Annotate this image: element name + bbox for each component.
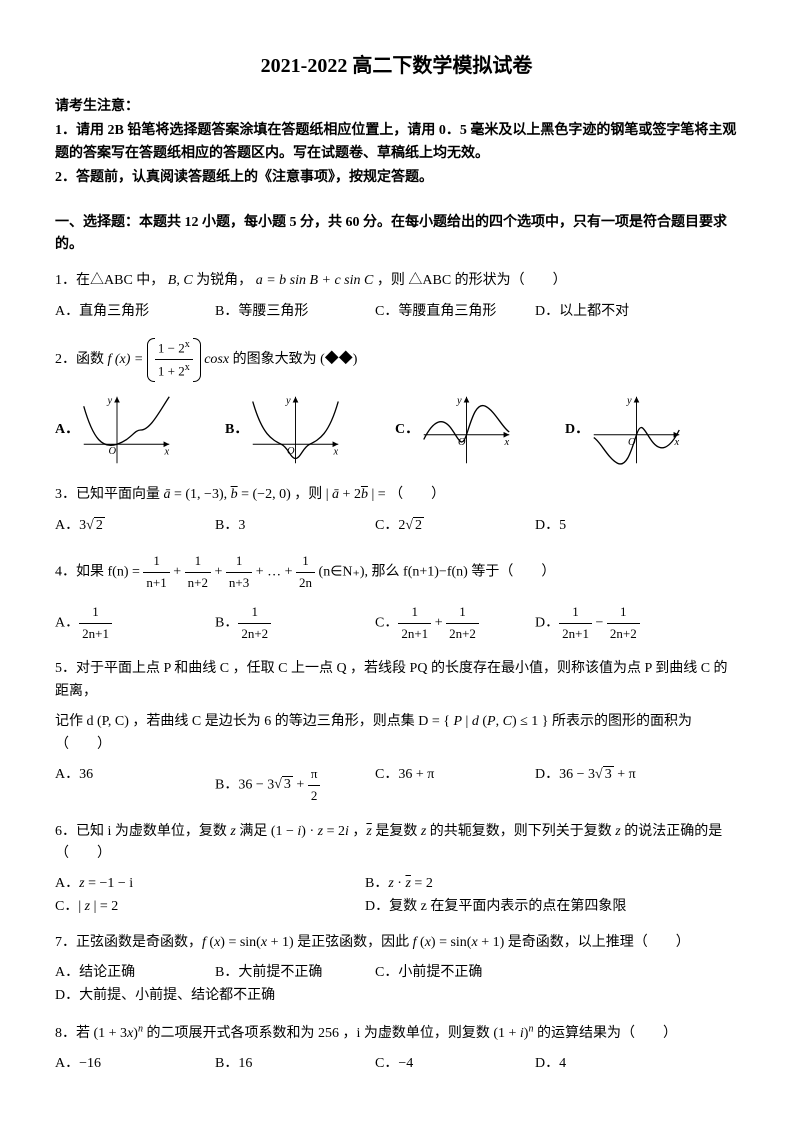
graph-a-icon: x y O bbox=[79, 390, 174, 470]
q2-fraction: 1 − 2x 1 + 2x bbox=[147, 337, 201, 382]
q5-opt-d: D．36 − 33 + π bbox=[535, 764, 685, 807]
instr-2: 2．答题前，认真阅读答题纸上的《注意事项》，按规定答题。 bbox=[55, 167, 738, 189]
q4-mid: (n∈N₊), 那么 f(n+1)−f(n) 等于（ ） bbox=[319, 565, 556, 580]
q5-opt-c: C．36 + π bbox=[375, 764, 525, 807]
q3-options: A．32 B．3 C．22 D．5 bbox=[55, 515, 738, 537]
q2-opt-a: A． x y O bbox=[55, 390, 205, 470]
question-4: 4．如果 f(n) = 1n+1 + 1n+2 + 1n+3 + … + 12n… bbox=[55, 551, 738, 594]
q4-options: A．12n+1 B．12n+2 C．12n+1 + 12n+2 D．12n+1 … bbox=[55, 602, 738, 645]
q3-opt-d: D．5 bbox=[535, 515, 685, 537]
q3-opt-b: B．3 bbox=[215, 515, 365, 537]
graph-c-icon: x y O bbox=[419, 390, 514, 470]
q7-opt-d: D．大前提、小前提、结论都不正确 bbox=[55, 985, 315, 1007]
q1-formula: a = b sin B + c sin C bbox=[256, 273, 374, 288]
svg-text:x: x bbox=[504, 438, 510, 449]
q8-opt-b: B．16 bbox=[215, 1053, 365, 1075]
question-5: 5．对于平面上点 P 和曲线 C ，任取 C 上一点 Q ，若线段 PQ 的长度… bbox=[55, 658, 738, 756]
question-2: 2．函数 f (x) = 1 − 2x 1 + 2x cosx 的图象大致为 (… bbox=[55, 337, 738, 382]
q2-opt-b: B． x y O bbox=[225, 390, 375, 470]
q3-opt-a: A．32 bbox=[55, 515, 205, 537]
instructions: 请考生注意： 1．请用 2B 铅笔将选择题答案涂填在答题纸相应位置上，请用 0．… bbox=[55, 96, 738, 190]
q2-options: A． x y O B． x y O C． x y O bbox=[55, 390, 738, 470]
q2-opt-c: C． x y O bbox=[395, 390, 545, 470]
svg-text:y: y bbox=[456, 396, 462, 407]
q1-opt-a: A．直角三角形 bbox=[55, 301, 205, 323]
question-1: 1．在△ABC 中， B, C 为锐角， a = b sin B + c sin… bbox=[55, 270, 738, 292]
q5-opt-b: B．36 − 33 + π2 bbox=[215, 764, 365, 807]
q1-options: A．直角三角形 B．等腰三角形 C．等腰直角三角形 D．以上都不对 bbox=[55, 301, 738, 323]
instr-1: 1．请用 2B 铅笔将选择题答案涂填在答题纸相应位置上，请用 0．5 毫米及以上… bbox=[55, 120, 738, 165]
q1-opt-d: D．以上都不对 bbox=[535, 301, 685, 323]
q4-opt-d: D．12n+1 − 12n+2 bbox=[535, 602, 685, 645]
q8-opt-a: A．−16 bbox=[55, 1053, 205, 1075]
svg-text:x: x bbox=[164, 447, 170, 458]
q7-stem: 7．正弦函数是奇函数，f (x) = sin(x + 1) 是正弦函数，因此 f… bbox=[55, 935, 690, 950]
q1-opt-c: C．等腰直角三角形 bbox=[375, 301, 525, 323]
question-6: 6．已知 i 为虚数单位，复数 z 满足 (1 − i) · z = 2i ，z… bbox=[55, 821, 738, 866]
q7-options: A．结论正确 B．大前提不正确 C．小前提不正确 D．大前提、小前提、结论都不正… bbox=[55, 962, 738, 1007]
q6-stem: 6．已知 i 为虚数单位，复数 z 满足 (1 − i) · z = 2i ，z… bbox=[55, 824, 722, 861]
q7-opt-b: B．大前提不正确 bbox=[215, 962, 365, 984]
question-3: 3．已知平面向量 ā = (1, −3), b = (−2, 0) ，则 | ā… bbox=[55, 484, 738, 506]
svg-text:y: y bbox=[107, 396, 113, 407]
q7-opt-a: A．结论正确 bbox=[55, 962, 205, 984]
instr-head: 请考生注意： bbox=[55, 96, 738, 118]
q5-set: { P | d (P, C) ≤ 1 } bbox=[443, 714, 548, 729]
q2-before: 2．函数 bbox=[55, 352, 108, 367]
page-title: 2021-2022 高二下数学模拟试卷 bbox=[55, 50, 738, 82]
q6-opt-c: C．| z | = 2 bbox=[55, 896, 355, 918]
q8-stem: 8．若 (1 + 3x)n 的二项展开式各项系数和为 256 ，i 为虚数单位，… bbox=[55, 1026, 677, 1041]
q1-mid: 为锐角， bbox=[196, 273, 252, 288]
svg-text:y: y bbox=[626, 396, 632, 407]
q5-opt-a: A．36 bbox=[55, 764, 205, 807]
svg-text:x: x bbox=[333, 447, 339, 458]
q5-options: A．36 B．36 − 33 + π2 C．36 + π D．36 − 33 +… bbox=[55, 764, 738, 807]
q7-opt-c: C．小前提不正确 bbox=[375, 962, 525, 984]
q6-opt-d: D．复数 z 在复平面内表示的点在第四象限 bbox=[365, 896, 665, 918]
svg-text:y: y bbox=[285, 396, 291, 407]
graph-d-icon: x y O bbox=[589, 390, 684, 470]
q1-opt-b: B．等腰三角形 bbox=[215, 301, 365, 323]
q8-options: A．−16 B．16 C．−4 D．4 bbox=[55, 1053, 738, 1075]
q2-cos: cosx bbox=[204, 352, 229, 367]
q1-stem-before: 1．在△ABC 中， bbox=[55, 273, 164, 288]
q2-after: 的图象大致为 (◆◆) bbox=[233, 352, 358, 367]
q8-opt-d: D．4 bbox=[535, 1053, 685, 1075]
q2-fx: f (x) = bbox=[108, 352, 147, 367]
q6-opt-b: B．z · z = 2 bbox=[365, 873, 665, 895]
q1-after: ，则 △ABC 的形状为（ ） bbox=[377, 273, 567, 288]
q5-stem1: 5．对于平面上点 P 和曲线 C ，任取 C 上一点 Q ，若线段 PQ 的长度… bbox=[55, 658, 738, 703]
svg-text:O: O bbox=[109, 446, 117, 457]
q4-before: 4．如果 f(n) = bbox=[55, 565, 143, 580]
q4-opt-a: A．12n+1 bbox=[55, 602, 205, 645]
q5-stem2-before: 记作 d (P, C) ，若曲线 C 是边长为 6 的等边三角形，则点集 D = bbox=[55, 714, 443, 729]
q6-opt-a: A．z = −1 − i bbox=[55, 873, 355, 895]
question-8: 8．若 (1 + 3x)n 的二项展开式各项系数和为 256 ，i 为虚数单位，… bbox=[55, 1021, 738, 1045]
q2-opt-d: D． x y O bbox=[565, 390, 715, 470]
q1-bc: B, C bbox=[168, 273, 193, 288]
question-7: 7．正弦函数是奇函数，f (x) = sin(x + 1) 是正弦函数，因此 f… bbox=[55, 932, 738, 954]
q4-opt-b: B．12n+2 bbox=[215, 602, 365, 645]
q4-opt-c: C．12n+1 + 12n+2 bbox=[375, 602, 525, 645]
graph-b-icon: x y O bbox=[248, 390, 343, 470]
q6-options: A．z = −1 − i B．z · z = 2 C．| z | = 2 D．复… bbox=[55, 873, 738, 918]
q3-stem: 3．已知平面向量 ā = (1, −3), b = (−2, 0) ，则 | ā… bbox=[55, 487, 445, 502]
section-1-head: 一、选择题：本题共 12 小题，每小题 5 分，共 60 分。在每小题给出的四个… bbox=[55, 212, 738, 257]
q3-opt-c: C．22 bbox=[375, 515, 525, 537]
q8-opt-c: C．−4 bbox=[375, 1053, 525, 1075]
